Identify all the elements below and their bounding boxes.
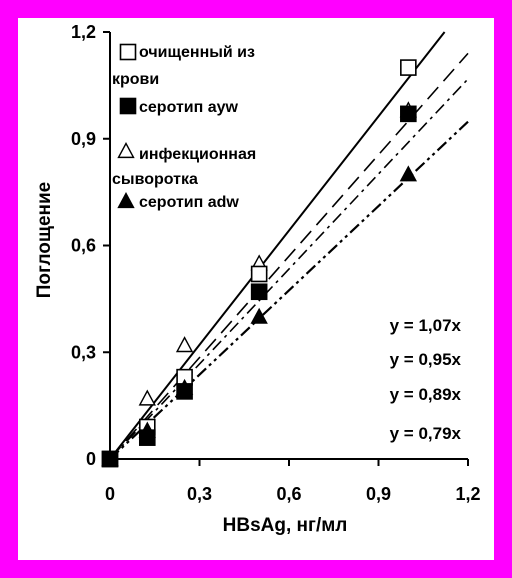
trend-line bbox=[109, 31, 446, 460]
legend-label: крови bbox=[112, 71, 159, 88]
data-points bbox=[101, 59, 418, 468]
data-point-marker bbox=[175, 336, 194, 353]
trend-line bbox=[109, 78, 469, 460]
equation-label: y = 0,79x bbox=[390, 424, 462, 443]
x-tick-label: 0,9 bbox=[366, 484, 391, 504]
data-point-marker bbox=[138, 389, 156, 406]
equation-labels: y = 1,07x y = 0,95x y = 0,89x y = 0,79x bbox=[390, 316, 462, 443]
equation-label: y = 0,89x bbox=[390, 385, 462, 404]
equation-label: y = 1,07x bbox=[390, 316, 462, 335]
data-point-marker bbox=[101, 450, 119, 468]
data-point-marker bbox=[399, 165, 418, 182]
trend-lines bbox=[109, 31, 469, 460]
x-tick-label: 0,6 bbox=[276, 484, 301, 504]
x-axis-label: HBsAg, нг/мл bbox=[223, 515, 348, 536]
data-point-marker bbox=[119, 97, 137, 115]
equation-label: y = 0,95x bbox=[390, 350, 462, 369]
absorbance-chart: 0 0,3 0,6 0,9 1,2 0 0,3 0,6 0,9 1,2 очищенный из к… bbox=[34, 22, 481, 536]
data-point-marker bbox=[400, 105, 417, 123]
y-tick-label: 0,9 bbox=[71, 129, 96, 149]
data-point-marker bbox=[117, 142, 135, 159]
data-point-marker bbox=[117, 192, 135, 209]
data-point-marker bbox=[250, 283, 268, 301]
tick-labels: 0 0,3 0,6 0,9 1,2 0 0,3 0,6 0,9 1,2 bbox=[71, 22, 481, 504]
legend-label: серотип ayw bbox=[139, 99, 239, 116]
y-tick-label: 0 bbox=[86, 449, 96, 469]
data-point-marker bbox=[176, 383, 193, 400]
data-point-marker bbox=[250, 307, 268, 324]
trend-line bbox=[109, 52, 469, 460]
data-point-marker bbox=[119, 43, 137, 61]
trend-line bbox=[109, 120, 469, 460]
legend-label: сыворотка bbox=[112, 171, 198, 188]
x-tick-label: 0,3 bbox=[187, 484, 212, 504]
x-tick-label: 1,2 bbox=[455, 484, 480, 504]
y-tick-label: 0,6 bbox=[71, 236, 96, 256]
legend-label: очищенный из bbox=[139, 44, 255, 61]
legend: очищенный из крови серотип ayw инфекционная… bbox=[112, 43, 256, 211]
legend-label: инфекционная bbox=[139, 146, 256, 163]
chart-frame: 0 0,3 0,6 0,9 1,2 0 0,3 0,6 0,9 1,2 очищенный из к… bbox=[18, 18, 494, 560]
x-tick-label: 0 bbox=[105, 484, 115, 504]
y-axis-label: Поглощение bbox=[34, 182, 55, 298]
data-point-marker bbox=[400, 59, 417, 76]
y-tick-label: 0,3 bbox=[71, 342, 96, 362]
y-tick-label: 1,2 bbox=[71, 22, 96, 42]
data-point-marker bbox=[250, 265, 268, 283]
legend-label: серотип adw bbox=[139, 194, 239, 211]
data-point-marker bbox=[138, 429, 156, 446]
